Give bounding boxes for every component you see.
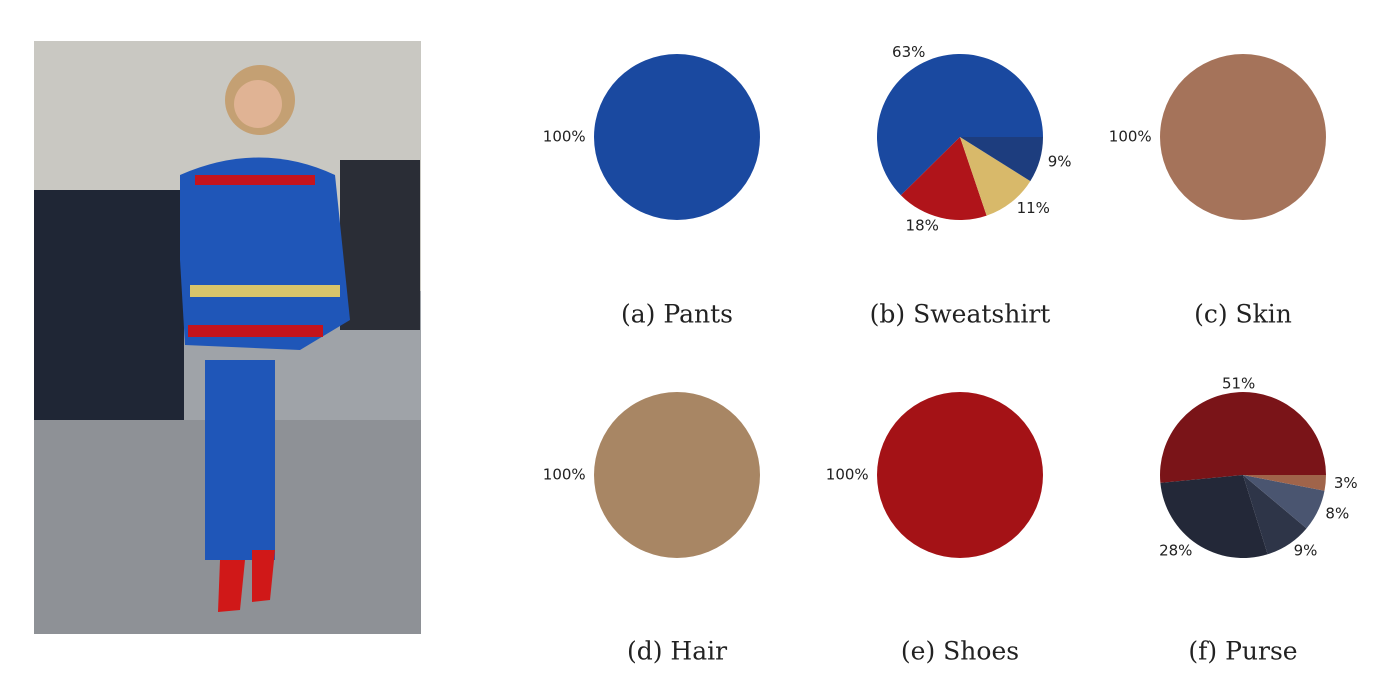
slice-label: 100% [543, 466, 586, 484]
chart-title: (d) Hair [627, 637, 727, 666]
slice-label: 100% [543, 128, 586, 146]
slice-label: 9% [1048, 153, 1072, 171]
slice-label: 18% [906, 216, 939, 234]
pie-slice [1243, 475, 1325, 529]
chart-title: (f) Purse [1188, 637, 1297, 666]
pie-slice [1159, 391, 1326, 483]
slice-label: 8% [1325, 505, 1349, 523]
slice-label: 28% [1159, 542, 1192, 560]
chart-title: (a) Pants [621, 300, 733, 329]
photo [34, 41, 421, 634]
chart-title: (b) Sweatshirt [870, 300, 1051, 329]
slice-label: 9% [1294, 542, 1318, 560]
pie-slice [594, 54, 760, 220]
slice-label: 100% [826, 466, 869, 484]
pie-slice [1160, 475, 1268, 558]
pie-slice [1243, 475, 1326, 491]
pie-slice [1243, 475, 1307, 555]
pie-slice [900, 137, 987, 220]
pie-slice [1160, 54, 1326, 220]
pie-slice [960, 137, 1031, 216]
chart-title: (c) Skin [1194, 300, 1292, 329]
chart-title: (e) Shoes [901, 637, 1019, 666]
slice-label: 100% [1109, 128, 1152, 146]
slice-label: 63% [892, 43, 925, 61]
pie-slice [960, 137, 1043, 182]
slice-label: 3% [1334, 474, 1358, 492]
slice-label: 51% [1222, 374, 1255, 392]
pie-slice [877, 392, 1043, 558]
slice-label: 11% [1017, 199, 1050, 217]
pie-slice [594, 392, 760, 558]
pie-slice [876, 53, 1043, 196]
